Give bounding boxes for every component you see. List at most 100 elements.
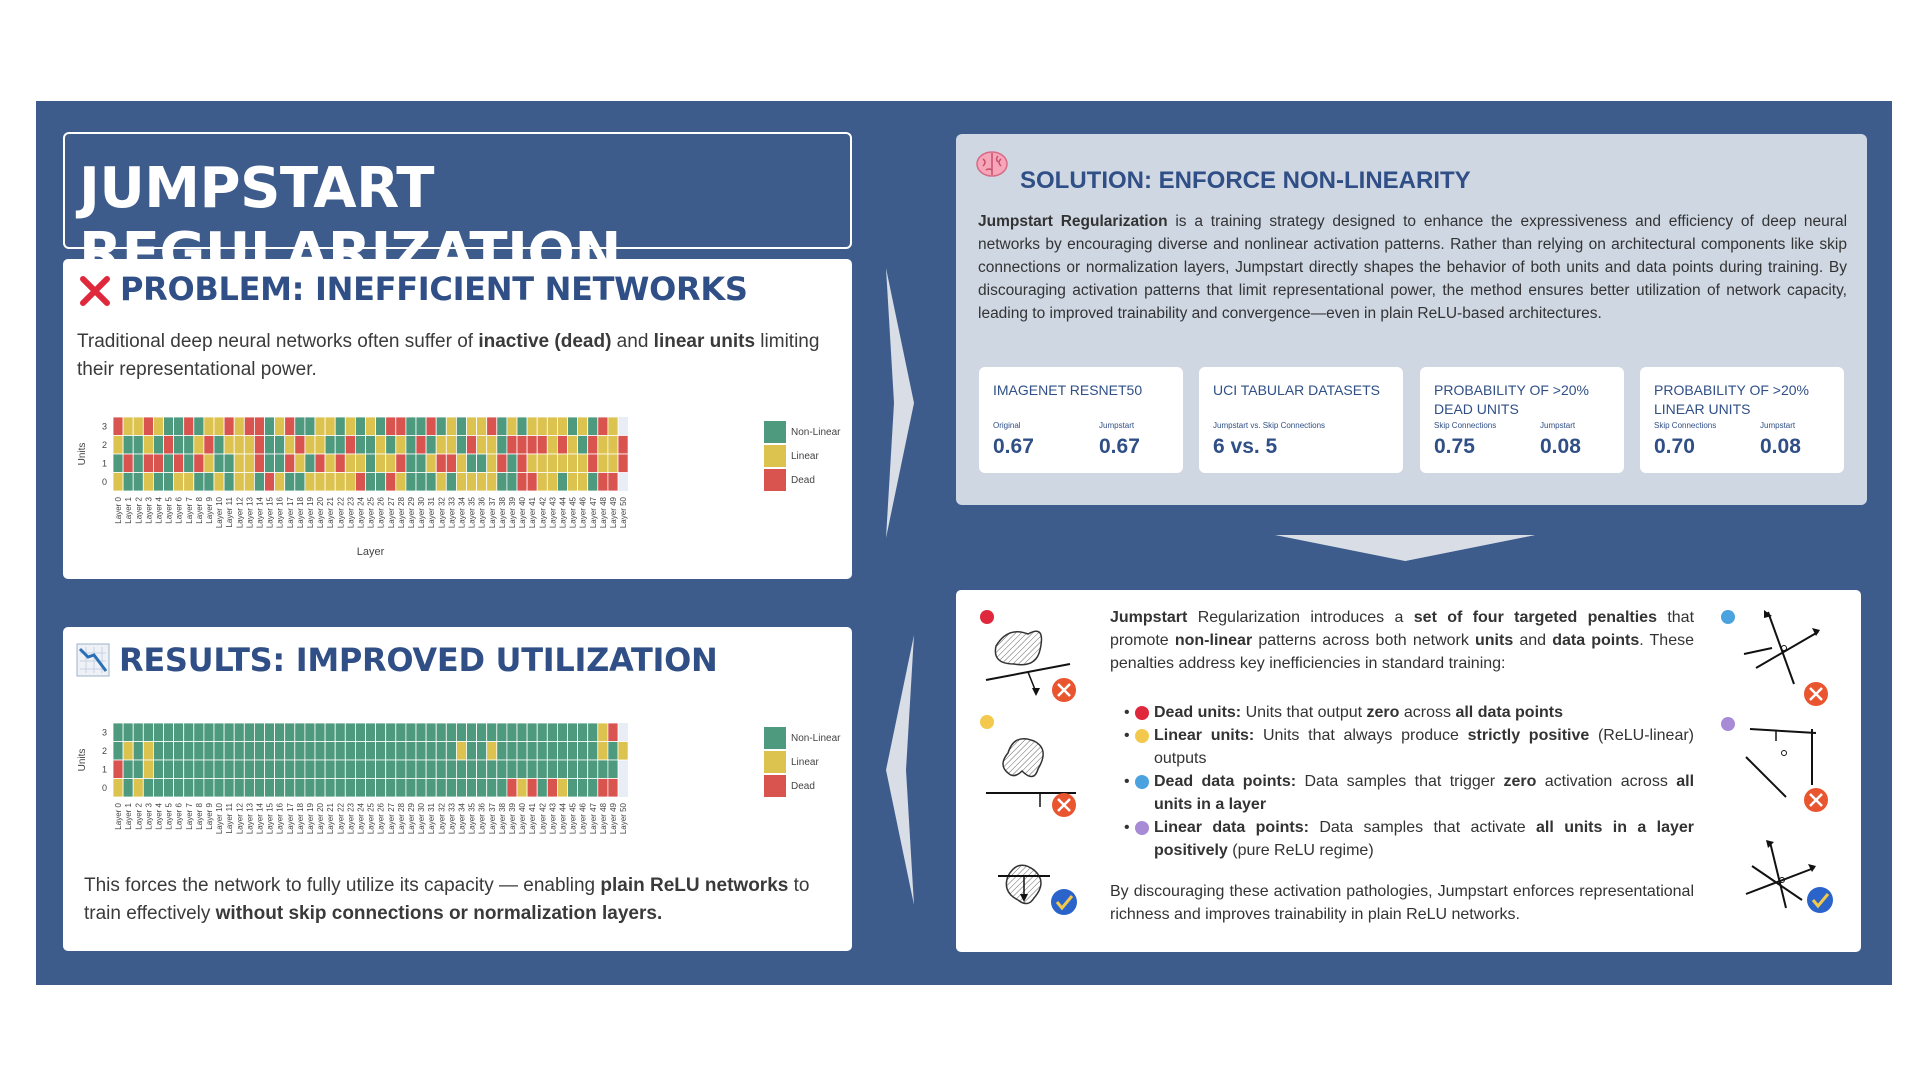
x-tick-label: Layer 13 [245, 802, 254, 834]
heatmap-cell [193, 759, 205, 779]
heatmap-cell [375, 778, 387, 798]
heatmap-cell [607, 472, 619, 492]
heatmap-cell [132, 759, 144, 779]
heatmap-cell [425, 759, 437, 779]
heatmap-cell [163, 759, 175, 779]
heatmap-cell [122, 778, 134, 798]
heatmap-cell [536, 416, 548, 436]
x-axis-label: Layer [357, 546, 385, 558]
x-tick-label: Layer 5 [165, 496, 174, 523]
heatmap-cell [223, 416, 235, 436]
metric-title: PROBABILITY OF >20% DEAD UNITS [1434, 382, 1589, 417]
heatmap-cell [253, 472, 265, 492]
heatmap-cell [385, 435, 397, 455]
heatmap-cell [577, 722, 589, 742]
heatmap-cell [577, 759, 589, 779]
list-item: • Dead data points: Data samples that tri… [1124, 773, 1695, 813]
heatmap-cell [375, 472, 387, 492]
heatmap-cell [344, 759, 356, 779]
x-tick-label: Layer 35 [468, 802, 477, 834]
heatmap-cell [183, 778, 195, 798]
x-tick-label: Layer 32 [437, 802, 446, 834]
solution-text: Jumpstart Regularization is a training s… [978, 213, 1848, 322]
x-tick-label: Layer 15 [266, 802, 275, 834]
heatmap-cell [415, 435, 427, 455]
legend-swatch [764, 727, 786, 749]
heatmap-cell [405, 453, 417, 473]
heatmap-cell [425, 778, 437, 798]
heatmap-cell [496, 778, 508, 798]
metric-value: 6 vs. 5 [1213, 435, 1278, 458]
heatmap-cell [365, 453, 377, 473]
heatmap-cell [264, 759, 276, 779]
heatmap-cell [395, 759, 407, 779]
x-tick-label: Layer 43 [548, 802, 557, 834]
heatmap-cell [546, 722, 558, 742]
heatmap-cell [112, 416, 124, 436]
arrow-left [886, 635, 914, 905]
dead-unit-illustration [980, 610, 1076, 702]
heatmap-cell [395, 778, 407, 798]
heatmap-cell [304, 453, 316, 473]
heatmap-cell [597, 416, 609, 436]
heatmap-cell [163, 453, 175, 473]
metric-card-linear-units: PROBABILITY OF >20% LINEAR UNITS Skip Co… [1640, 367, 1844, 473]
heatmap-cell [274, 722, 286, 742]
x-tick-label: Layer 9 [205, 802, 214, 829]
heatmap-cell [546, 435, 558, 455]
heatmap-cell [445, 778, 457, 798]
heatmap-cell [193, 472, 205, 492]
heatmap-cell [304, 759, 316, 779]
heatmap-cell [567, 472, 579, 492]
heatmap-cell [587, 778, 599, 798]
heatmap-cell [617, 453, 629, 473]
metric-title: PROBABILITY OF >20% LINEAR UNITS [1654, 382, 1809, 417]
x-tick-label: Layer 48 [599, 802, 608, 834]
heatmap-cell [324, 722, 336, 742]
heatmap-cell [314, 741, 326, 761]
blue-dot-icon [1135, 775, 1149, 789]
x-tick-label: Layer 16 [276, 802, 285, 834]
heatmap-cell [122, 759, 134, 779]
heatmap-cell [506, 759, 518, 779]
heatmap-cell [324, 453, 336, 473]
heatmap-cell [577, 778, 589, 798]
x-tick-label: Layer 27 [387, 496, 396, 528]
heatmap-cell [314, 778, 326, 798]
heatmap-cell [455, 722, 467, 742]
heatmap-cell [112, 453, 124, 473]
heatmap-cell [223, 435, 235, 455]
heatmap-cell [334, 741, 346, 761]
x-tick-label: Layer 21 [326, 802, 335, 834]
heatmap-cell [163, 778, 175, 798]
heatmap-cell [304, 472, 316, 492]
heatmap-cell [445, 741, 457, 761]
heatmap-cell [506, 778, 518, 798]
heatmap-cell [587, 741, 599, 761]
heatmap-cell [506, 435, 518, 455]
heatmap-cell [445, 759, 457, 779]
x-tick-label: Layer 8 [195, 802, 204, 829]
list-item: • Dead units: Units that output zero acro… [1124, 704, 1564, 721]
heatmap-cell [476, 453, 488, 473]
heatmap-cell [496, 722, 508, 742]
heatmap-cell [476, 722, 488, 742]
x-tick-label: Layer 37 [488, 802, 497, 834]
heatmap-cell [183, 741, 195, 761]
heatmap-cell [617, 435, 629, 455]
legend-label: Dead [791, 475, 815, 486]
heatmap-cell [132, 722, 144, 742]
x-tick-label: Layer 44 [558, 802, 567, 834]
x-tick-label: Layer 24 [356, 802, 365, 834]
heatmap-cell [132, 778, 144, 798]
heatmap-cell [526, 472, 538, 492]
heatmap-cell [253, 759, 265, 779]
heatmap-cell [294, 741, 306, 761]
x-tick-label: Layer 2 [134, 802, 143, 829]
penalties-intro: Jumpstart Regularization introduces a se… [1110, 609, 1695, 672]
heatmap-cell [264, 472, 276, 492]
heatmap-cell [122, 741, 134, 761]
heatmap-cell [132, 472, 144, 492]
heatmap-cell [203, 722, 215, 742]
heatmap-cell [213, 416, 225, 436]
